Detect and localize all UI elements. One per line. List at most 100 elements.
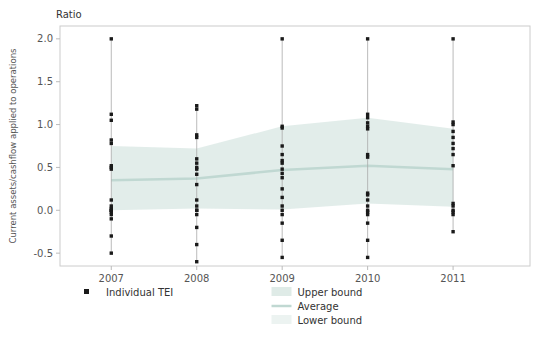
point [280,187,283,190]
point [195,161,198,164]
point [280,221,283,224]
y-tick-label: 2.0 [37,33,53,44]
point [280,239,283,242]
y-tick [56,38,60,39]
point [195,204,198,207]
point [195,136,198,139]
legend: Individual TEI Upper bound Average Lower bo… [84,287,362,326]
x-tick-label: 2008 [184,273,209,284]
point [451,204,454,207]
point [195,167,198,170]
legend-label: Upper bound [298,287,363,298]
point [280,209,283,212]
y-axis-label: Current assets/cashflow applied to opera… [8,48,18,244]
point [451,147,454,150]
x-tick-label: 2007 [99,273,124,284]
point [110,119,113,122]
point [195,104,198,107]
point [451,142,454,145]
annotation: Ratio [56,9,82,20]
point [366,204,369,207]
point [280,37,283,40]
y-tick-label: 0.0 [37,205,53,216]
x-tick [453,266,454,270]
point [110,138,113,141]
legend-label: Average [298,301,339,312]
point [366,127,369,130]
point [195,260,198,263]
y-tick [56,81,60,82]
chart: -0.50.00.51.01.52.020072008200920102011C… [0,0,548,342]
point [195,209,198,212]
point [110,234,113,237]
x-tick-label: 2009 [269,273,294,284]
point [280,126,283,129]
point [451,164,454,167]
point [280,144,283,147]
legend-swatch [84,289,89,294]
point [280,176,283,179]
point [451,230,454,233]
point [451,213,454,216]
point [366,113,369,116]
legend-label: Lower bound [298,315,363,326]
x-tick [367,266,368,270]
point [280,196,283,199]
point [451,37,454,40]
plot-frame [60,26,530,266]
point [280,204,283,207]
x-tick-label: 2010 [355,273,380,284]
y-tick-label: -0.5 [33,248,53,259]
point [195,107,198,110]
point [195,209,198,212]
point [110,167,113,170]
point-range-line [111,39,112,253]
y-tick [56,210,60,211]
point [280,167,283,170]
point [366,155,369,158]
y-tick-label: 1.0 [37,119,53,130]
point [110,142,113,145]
point [110,217,113,220]
point [195,213,198,216]
point [280,161,283,164]
point [366,198,369,201]
point [195,173,198,176]
point [195,183,198,186]
x-tick [282,266,283,270]
point [110,37,113,40]
point [366,221,369,224]
average-line [111,166,453,181]
point [110,251,113,254]
point [451,123,454,126]
y-tick [56,253,60,254]
y-tick-label: 0.5 [37,162,53,173]
point [366,213,369,216]
legend-swatch [272,315,292,324]
legend-swatch [272,287,292,296]
legend-swatch [272,305,292,308]
point [280,172,283,175]
legend-label: Individual TEI [106,287,173,298]
point [110,213,113,216]
y-tick [56,167,60,168]
point [366,239,369,242]
point [280,153,283,156]
point [280,256,283,259]
x-tick [111,266,112,270]
point [366,121,369,124]
plot-marks [110,37,455,263]
x-tick [196,266,197,270]
point [366,256,369,259]
point [451,153,454,156]
point [195,243,198,246]
point [280,213,283,216]
y-tick [56,124,60,125]
point [366,37,369,40]
point [366,116,369,119]
point [366,193,369,196]
point [451,136,454,139]
y-tick-label: 1.5 [37,76,53,87]
point [195,157,198,160]
point [195,226,198,229]
